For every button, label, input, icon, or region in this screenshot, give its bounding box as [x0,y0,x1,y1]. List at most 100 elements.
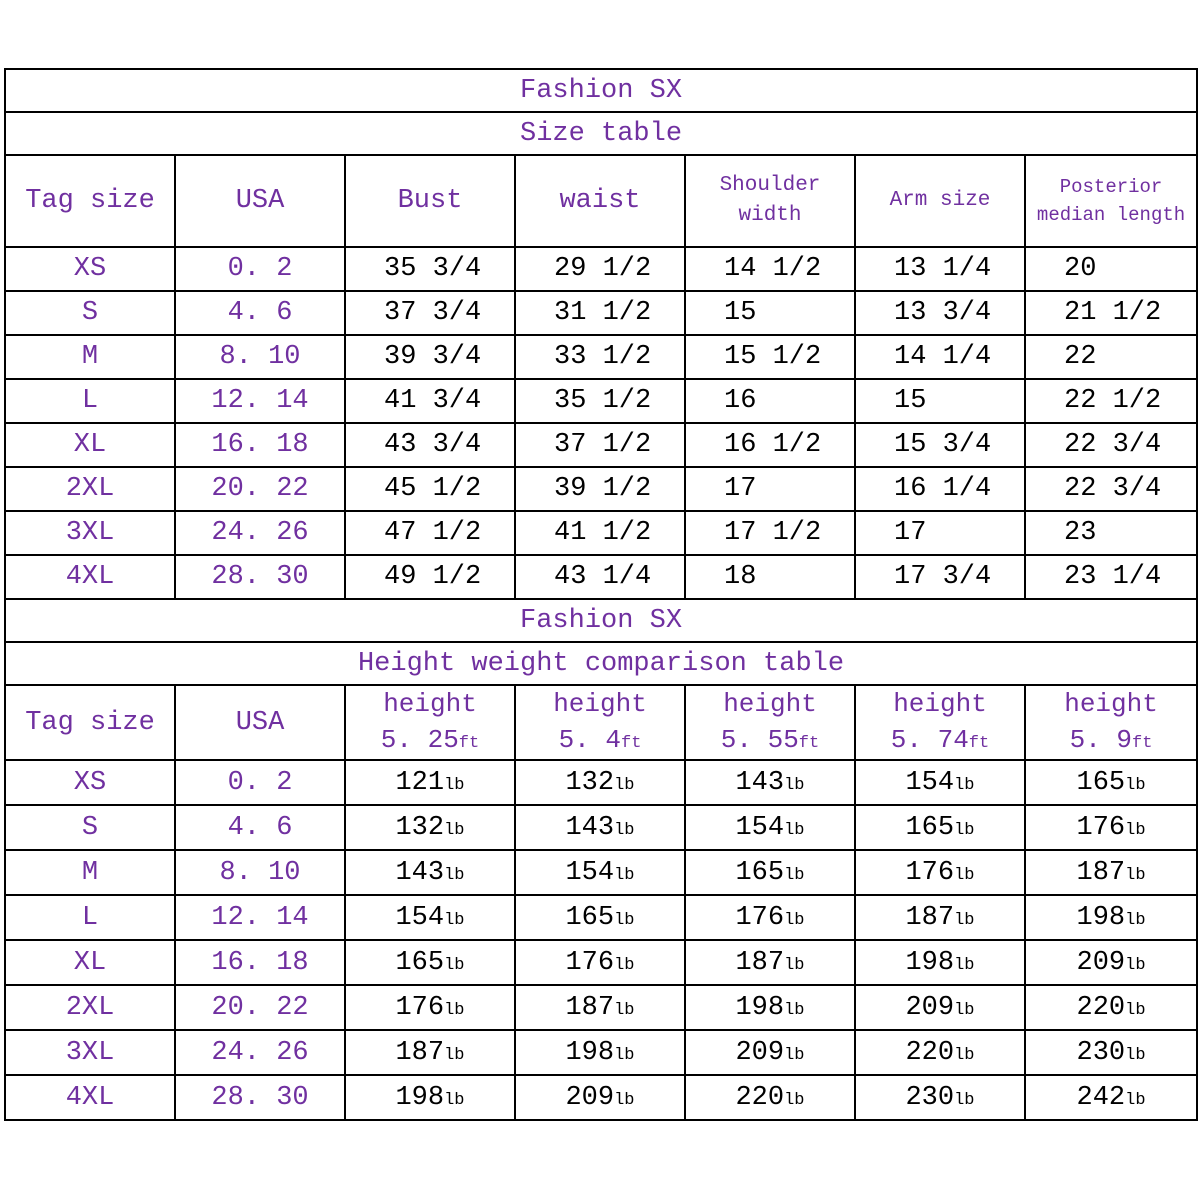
table-header-row: Tag size USA Bust waist Shoulder width Arm si… [4,154,1199,248]
usa-cell: 8. 10 [174,334,346,380]
weight-value: 176 [395,992,445,1023]
unit-label: ft [1132,733,1153,753]
measurement-cell: 35 1/2 [514,378,686,424]
size-chart-table: Fashion SX Size table Tag size USA Bust waist… [3,68,1199,1121]
unit-label: lb [1125,820,1146,840]
column-header: USA [174,684,346,761]
measurement-cell: 13 1/4 [854,246,1026,292]
unit-label: lb [1125,865,1146,885]
weight-cell: 143lb [514,804,686,851]
weight-cell: 165lb [1023,759,1199,806]
unit-label: lb [784,955,805,975]
weight-cell: 154lb [514,849,686,896]
unit-label: lb [444,1000,465,1020]
weight-value: 187 [395,1037,445,1068]
measurement-cell: 15 [684,290,856,336]
unit-label: lb [784,910,805,930]
weight-value: 176 [565,947,615,978]
weight-value: 143 [395,857,445,888]
unit-label: ft [621,733,642,753]
unit-label: lb [954,865,975,885]
weight-value: 165 [565,902,615,933]
unit-label: lb [444,820,465,840]
unit-label: lb [444,865,465,885]
tag-size-cell: L [4,378,176,424]
weight-cell: 165lb [344,939,516,986]
unit-label: lb [1125,955,1146,975]
table-row: L 12. 14 154lb 165lb 176lb 187lb 198lb [4,894,1199,941]
unit-label: ft [798,733,820,753]
weight-cell: 143lb [684,759,856,806]
tag-size-cell: S [4,290,176,336]
unit-label: lb [614,820,635,840]
unit-label: lb [954,775,975,795]
measurement-cell: 18 [684,554,856,600]
weight-cell: 132lb [514,759,686,806]
weight-value: 165 [735,857,785,888]
measurement-cell: 15 1/2 [684,334,856,380]
weight-cell: 165lb [684,849,856,896]
measurement-cell: 21 1/2 [1023,290,1199,336]
table-row: M 8. 10 39 3/4 33 1/2 15 1/2 14 1/4 22 [4,334,1199,380]
weight-value: 143 [565,812,615,843]
weight-value: 230 [1076,1037,1126,1068]
weight-cell: 176lb [684,894,856,941]
weight-cell: 230lb [1023,1029,1199,1076]
usa-cell: 24. 26 [174,510,346,556]
tag-size-cell: L [4,894,176,941]
unit-label: lb [444,1045,465,1065]
tag-size-cell: S [4,804,176,851]
weight-cell: 220lb [1023,984,1199,1031]
usa-cell: 24. 26 [174,1029,346,1076]
measurement-cell: 37 3/4 [344,290,516,336]
weight-value: 176 [735,902,785,933]
table-row: XS 0. 2 35 3/4 29 1/2 14 1/2 13 1/4 20 [4,246,1199,292]
unit-label: lb [784,1000,805,1020]
measurement-cell: 15 [854,378,1026,424]
weight-value: 154 [905,767,955,798]
column-header: Shoulder width [684,154,856,248]
tag-size-cell: XS [4,759,176,806]
measurement-cell: 37 1/2 [514,422,686,468]
tag-size-cell: XL [4,422,176,468]
table-row: 3XL 24. 26 47 1/2 41 1/2 17 1/2 17 23 [4,510,1199,556]
weight-cell: 198lb [514,1029,686,1076]
column-header: Bust [344,154,516,248]
weight-value: 198 [395,1082,445,1113]
weight-value: 176 [905,857,955,888]
weight-cell: 132lb [344,804,516,851]
weight-value: 154 [735,812,785,843]
tag-size-cell: 3XL [4,1029,176,1076]
weight-cell: 176lb [1023,804,1199,851]
measurement-cell: 16 1/2 [684,422,856,468]
usa-cell: 8. 10 [174,849,346,896]
weight-value: 143 [735,767,785,798]
tag-size-cell: M [4,334,176,380]
measurement-cell: 14 1/4 [854,334,1026,380]
unit-label: lb [784,820,805,840]
column-header-label: height [1064,689,1158,720]
measurement-cell: 31 1/2 [514,290,686,336]
weight-value: 154 [395,902,445,933]
unit-label: lb [614,955,635,975]
table-row: 2XL 20. 22 176lb 187lb 198lb 209lb 220lb [4,984,1199,1031]
weight-cell: 165lb [514,894,686,941]
column-header: waist [514,154,686,248]
measurement-cell: 16 1/4 [854,466,1026,512]
weight-cell: 176lb [514,939,686,986]
measurement-cell: 22 3/4 [1023,466,1199,512]
unit-label: lb [1125,910,1146,930]
unit-label: lb [444,775,465,795]
usa-cell: 20. 22 [174,466,346,512]
unit-label: lb [1125,775,1146,795]
table-title: Fashion SX [3,598,1199,643]
size-chart-body: Fashion SX Size table Tag size USA Bust waist… [3,68,1199,1121]
weight-value: 132 [565,767,615,798]
measurement-cell: 23 1/4 [1023,554,1199,600]
weight-cell: 209lb [854,984,1026,1031]
measurement-cell: 45 1/2 [344,466,516,512]
column-header: Tag size [4,684,176,761]
unit-label: lb [1125,1045,1146,1065]
weight-cell: 220lb [684,1074,856,1121]
usa-cell: 16. 18 [174,422,346,468]
